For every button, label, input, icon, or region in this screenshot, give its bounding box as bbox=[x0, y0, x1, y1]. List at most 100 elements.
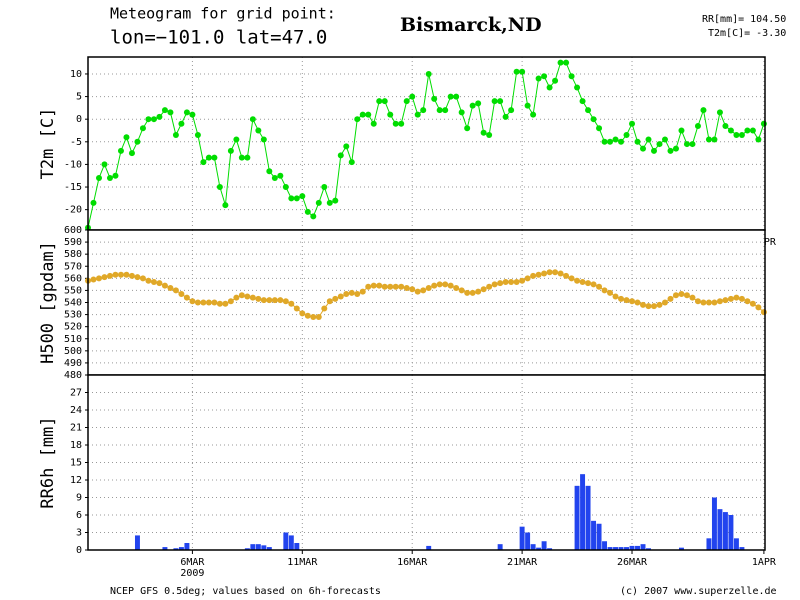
data-point bbox=[612, 293, 619, 300]
data-point bbox=[161, 107, 168, 114]
data-point bbox=[387, 111, 394, 118]
data-point bbox=[315, 314, 322, 320]
series-line bbox=[87, 62, 765, 228]
data-point bbox=[370, 120, 377, 127]
data-point bbox=[502, 278, 509, 285]
data-point bbox=[749, 127, 756, 134]
x-tick-label: 16MAR bbox=[397, 557, 428, 568]
data-point bbox=[552, 269, 559, 276]
data-point bbox=[524, 102, 531, 109]
data-point bbox=[194, 132, 201, 139]
bar bbox=[283, 532, 289, 550]
data-point bbox=[442, 281, 449, 288]
data-point bbox=[486, 132, 493, 139]
data-point bbox=[117, 147, 124, 154]
bar bbox=[574, 485, 580, 550]
data-point bbox=[332, 197, 339, 204]
y-tick-label: 21 bbox=[70, 423, 82, 434]
y-tick-label: 27 bbox=[70, 388, 82, 399]
x-tick-label: 26MAR bbox=[617, 557, 648, 568]
data-point bbox=[282, 298, 289, 305]
bar bbox=[580, 474, 586, 550]
bar bbox=[585, 485, 591, 550]
bar bbox=[288, 535, 294, 550]
data-point bbox=[722, 297, 729, 304]
data-point bbox=[700, 107, 707, 114]
bar bbox=[255, 544, 261, 550]
y-tick-label: 500 bbox=[64, 346, 82, 357]
data-point bbox=[711, 299, 718, 306]
y-tick-label: -20 bbox=[64, 205, 82, 216]
data-point bbox=[233, 294, 240, 301]
bar bbox=[134, 535, 140, 550]
data-point bbox=[618, 295, 625, 302]
data-point bbox=[755, 304, 762, 311]
data-point bbox=[392, 283, 399, 290]
data-point bbox=[546, 269, 553, 276]
y-tick-label: -10 bbox=[64, 159, 82, 170]
data-point bbox=[101, 274, 108, 281]
y-tick-label: 3 bbox=[76, 528, 82, 539]
data-point bbox=[326, 199, 333, 206]
data-point bbox=[694, 298, 701, 305]
y-axis-label: T2m [C] bbox=[38, 108, 58, 180]
data-point bbox=[436, 107, 443, 114]
x-tick-label: 11MAR bbox=[287, 557, 318, 568]
data-point bbox=[299, 193, 306, 200]
data-point bbox=[469, 102, 476, 109]
data-point bbox=[480, 129, 487, 136]
data-point bbox=[530, 272, 537, 279]
data-point bbox=[123, 134, 130, 141]
summary-rr: RR[mm]= 104.50 bbox=[702, 14, 786, 25]
y-tick-label: 560 bbox=[64, 273, 82, 284]
bar bbox=[722, 512, 728, 550]
data-point bbox=[672, 145, 679, 152]
data-point bbox=[645, 136, 652, 143]
bar bbox=[733, 538, 739, 550]
data-point bbox=[106, 174, 113, 181]
data-point bbox=[194, 299, 201, 306]
data-point bbox=[101, 161, 108, 168]
data-point bbox=[678, 291, 685, 298]
data-point bbox=[123, 271, 130, 278]
data-point bbox=[398, 120, 405, 127]
x-tick-label: 1APR bbox=[752, 557, 777, 568]
y-tick-label: 600 bbox=[64, 225, 82, 236]
bar bbox=[602, 541, 608, 550]
data-point bbox=[376, 282, 383, 289]
data-point bbox=[491, 98, 498, 105]
data-point bbox=[420, 107, 427, 114]
data-point bbox=[705, 136, 712, 143]
bar bbox=[711, 497, 717, 550]
data-point bbox=[760, 309, 767, 316]
data-point bbox=[271, 297, 278, 304]
data-point bbox=[623, 297, 630, 304]
data-point bbox=[288, 300, 295, 307]
y-tick-label: 530 bbox=[64, 310, 82, 321]
data-point bbox=[650, 303, 657, 310]
data-point bbox=[491, 281, 498, 288]
data-point bbox=[513, 278, 520, 285]
data-point bbox=[211, 154, 218, 161]
data-point bbox=[304, 312, 311, 319]
data-point bbox=[568, 73, 575, 80]
footer-right: (c) 2007 www.superzelle.de bbox=[620, 586, 777, 597]
data-point bbox=[694, 122, 701, 129]
data-point bbox=[497, 98, 504, 105]
data-point bbox=[222, 202, 229, 209]
data-point bbox=[689, 141, 696, 148]
data-point bbox=[238, 292, 245, 299]
data-point bbox=[117, 271, 124, 278]
data-point bbox=[530, 111, 537, 118]
data-point bbox=[453, 285, 460, 291]
data-point bbox=[667, 295, 674, 302]
y-tick-label: 540 bbox=[64, 298, 82, 309]
y-tick-label: 12 bbox=[70, 475, 82, 486]
data-point bbox=[381, 98, 388, 105]
data-point bbox=[128, 272, 135, 279]
data-point bbox=[326, 298, 333, 305]
data-point bbox=[552, 77, 559, 84]
data-point bbox=[585, 280, 592, 287]
bar bbox=[536, 547, 542, 550]
data-point bbox=[629, 120, 636, 127]
